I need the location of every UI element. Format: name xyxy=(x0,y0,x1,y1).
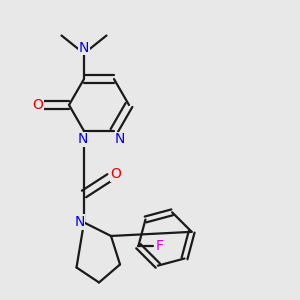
Text: N: N xyxy=(79,40,89,55)
Text: O: O xyxy=(32,98,43,112)
Text: N: N xyxy=(114,132,124,146)
Text: F: F xyxy=(156,239,164,253)
Text: N: N xyxy=(77,132,88,146)
Text: O: O xyxy=(111,167,122,182)
Text: N: N xyxy=(74,215,85,229)
